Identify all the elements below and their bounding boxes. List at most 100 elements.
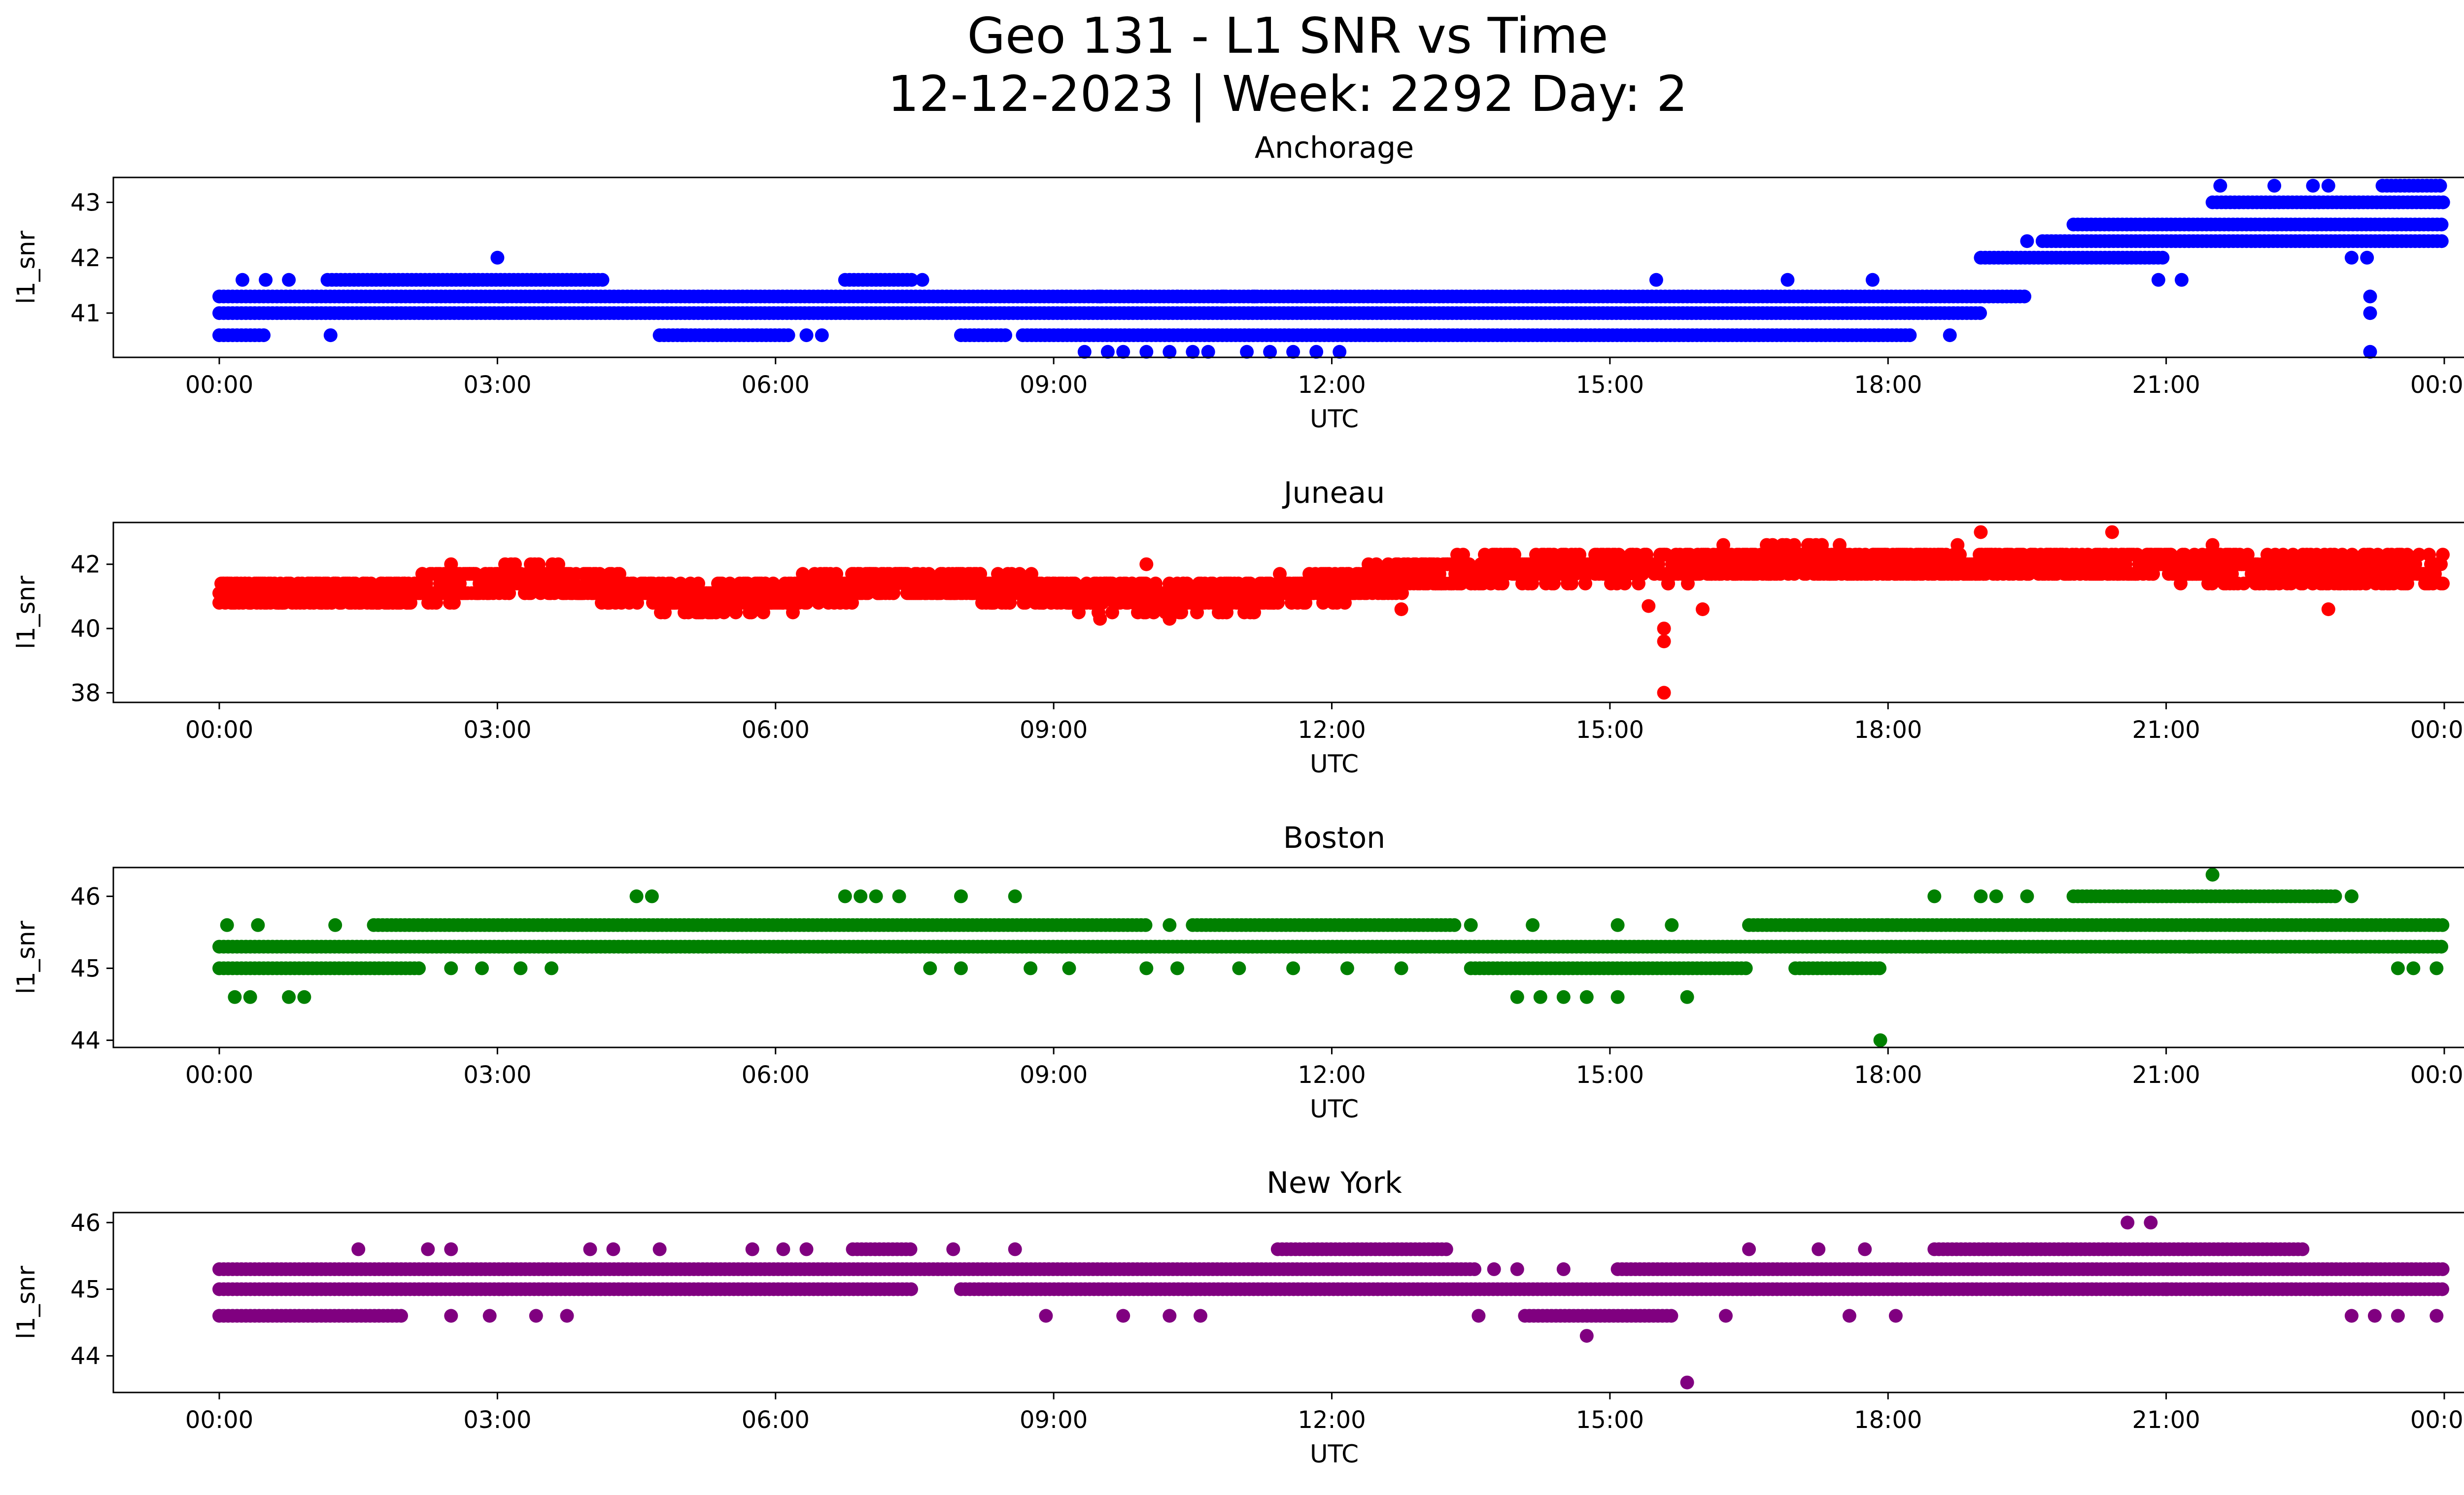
data-point bbox=[1286, 961, 1300, 975]
data-point bbox=[1008, 889, 1022, 904]
data-point bbox=[2344, 889, 2359, 904]
data-point bbox=[2105, 525, 2119, 539]
data-point bbox=[467, 273, 481, 287]
data-point bbox=[1680, 990, 1694, 1004]
data-point bbox=[2412, 548, 2426, 562]
figure-title-line1: Geo 131 - L1 SNR vs Time bbox=[967, 7, 1608, 65]
data-point bbox=[1526, 918, 1540, 932]
data-point bbox=[629, 889, 644, 904]
data-point bbox=[1309, 345, 1324, 359]
data-point bbox=[1333, 345, 1347, 359]
data-point bbox=[1533, 990, 1547, 1004]
data-point bbox=[2205, 538, 2220, 552]
x-tick-label: 00:00 bbox=[185, 716, 253, 744]
data-point bbox=[854, 889, 868, 904]
data-point bbox=[257, 328, 271, 343]
data-point bbox=[1286, 345, 1300, 359]
data-point bbox=[1943, 328, 1957, 343]
data-point bbox=[1974, 525, 1988, 539]
data-point bbox=[1024, 961, 1038, 975]
data-point bbox=[1510, 990, 1524, 1004]
data-point bbox=[904, 273, 919, 287]
subplot-title: Boston bbox=[1283, 823, 1385, 855]
data-point bbox=[2321, 178, 2335, 193]
data-point bbox=[1665, 918, 1679, 932]
data-point bbox=[297, 990, 311, 1004]
data-point bbox=[220, 918, 234, 932]
data-point bbox=[1657, 634, 1671, 649]
data-point bbox=[1873, 1033, 1887, 1047]
data-point bbox=[1013, 567, 1027, 581]
data-point bbox=[2321, 602, 2335, 616]
data-point bbox=[915, 273, 929, 287]
data-point bbox=[513, 961, 528, 975]
data-point bbox=[2213, 178, 2227, 193]
data-point bbox=[2436, 195, 2450, 209]
data-point bbox=[892, 889, 906, 904]
data-point bbox=[2436, 548, 2450, 562]
data-point bbox=[1927, 889, 1942, 904]
x-tick-label: 09:00 bbox=[1020, 1061, 1088, 1089]
subplot-title: Anchorage bbox=[1255, 133, 1414, 165]
data-point bbox=[1464, 918, 1478, 932]
x-tick-label: 21:00 bbox=[2132, 1061, 2200, 1089]
data-point bbox=[1865, 273, 1880, 287]
data-point bbox=[2020, 889, 2034, 904]
subplot-title: New York bbox=[1266, 1168, 1402, 1200]
figure-title: Geo 131 - L1 SNR vs Time 12-12-2023 | We… bbox=[0, 7, 2464, 123]
data-point bbox=[1163, 612, 1177, 626]
data-point bbox=[1170, 961, 1184, 975]
data-point bbox=[2436, 576, 2450, 591]
x-tick-label: 15:00 bbox=[1576, 716, 1644, 744]
data-points bbox=[212, 868, 2450, 1047]
data-point bbox=[1873, 961, 1887, 975]
y-tick-label: 42 bbox=[70, 551, 101, 579]
data-point bbox=[251, 918, 265, 932]
data-point bbox=[954, 961, 968, 975]
data-point bbox=[1232, 961, 1246, 975]
data-point bbox=[1951, 538, 1965, 552]
data-point bbox=[1247, 289, 1262, 304]
data-point bbox=[954, 889, 968, 904]
y-tick-label: 46 bbox=[70, 883, 101, 910]
axes-frame bbox=[112, 176, 2464, 358]
data-point bbox=[998, 328, 1012, 343]
data-point bbox=[595, 273, 610, 287]
data-point bbox=[1201, 345, 1215, 359]
data-point bbox=[923, 961, 937, 975]
data-point bbox=[2182, 939, 2196, 954]
data-point bbox=[2433, 178, 2447, 193]
data-point bbox=[1973, 306, 1987, 320]
data-point bbox=[1139, 345, 1154, 359]
data-point bbox=[1989, 889, 2003, 904]
x-tick-label: 21:00 bbox=[2132, 371, 2200, 399]
data-point bbox=[2360, 250, 2374, 265]
data-point bbox=[1739, 961, 1753, 975]
data-point bbox=[2434, 217, 2449, 232]
data-point bbox=[475, 961, 489, 975]
data-point bbox=[2406, 961, 2421, 975]
data-point bbox=[1263, 345, 1277, 359]
data-point bbox=[1649, 273, 1663, 287]
data-point bbox=[1610, 990, 1625, 1004]
data-point bbox=[1139, 557, 1154, 571]
data-point bbox=[869, 889, 883, 904]
data-point bbox=[1657, 686, 1671, 700]
data-point bbox=[1093, 289, 1107, 304]
data-point bbox=[2306, 178, 2320, 193]
data-point bbox=[2363, 345, 2377, 359]
data-point bbox=[2391, 961, 2405, 975]
x-tick-label: 06:00 bbox=[742, 371, 810, 399]
x-tick-label: 00:00 bbox=[185, 371, 253, 399]
x-tick-label: 09:00 bbox=[1020, 716, 1088, 744]
subplot-title: Juneau bbox=[1282, 478, 1385, 510]
data-point bbox=[444, 557, 458, 571]
data-point bbox=[412, 961, 426, 975]
data-point bbox=[691, 576, 705, 591]
data-point bbox=[243, 990, 257, 1004]
data-point bbox=[1186, 345, 1200, 359]
figure-title-line2: 12-12-2023 | Week: 2292 Day: 2 bbox=[888, 65, 1688, 123]
x-tick-label: 12:00 bbox=[1298, 716, 1366, 744]
